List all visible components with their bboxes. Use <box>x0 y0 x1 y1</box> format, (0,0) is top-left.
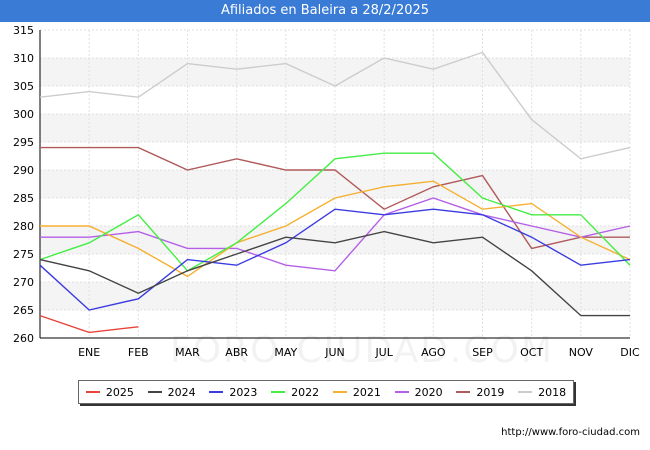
legend-label: 2022 <box>291 385 320 399</box>
y-tick-label: 285 <box>13 192 34 205</box>
y-tick-label: 265 <box>13 304 34 317</box>
series-line-2021 <box>40 180 631 278</box>
y-tick-label: 270 <box>13 276 34 289</box>
legend-swatch <box>518 391 533 393</box>
x-axis-ticks: ENE FEB MAR ABR MAY JUN JUL AGO SEP OCT NOV DIC <box>78 346 640 359</box>
chart-title: Afiliados en Baleira a 28/2/2025 <box>0 0 650 22</box>
y-tick-label: 315 <box>13 24 34 37</box>
legend-item-2023: 2023 <box>209 386 257 399</box>
legend-label: 2021 <box>352 385 381 399</box>
legend-item-2024: 2024 <box>147 385 196 399</box>
legend-item-2020: 2020 <box>394 385 443 399</box>
y-tick-label: 280 <box>13 220 34 233</box>
y-tick-label: 275 <box>13 248 34 261</box>
legend-label: 2024 <box>167 385 196 399</box>
x-tick-label: JUN <box>324 346 345 359</box>
grid-lines <box>39 29 631 339</box>
watermark: FORO-CIUDAD.COM <box>170 330 554 371</box>
y-tick-label: 310 <box>13 52 34 65</box>
x-tick-label: MAR <box>175 346 200 359</box>
legend-item-2025: 2025 <box>85 385 134 399</box>
series-line-2020 <box>40 197 631 272</box>
x-tick-label: AGO <box>421 346 446 359</box>
series-line-2024 <box>39 230 630 317</box>
x-tick-label: JUL <box>374 346 393 359</box>
legend-label: 2025 <box>105 385 134 399</box>
x-tick-label: ABR <box>225 346 248 359</box>
series-layer <box>39 51 631 334</box>
source-url: http://www.foro-ciudad.com <box>501 427 640 438</box>
y-tick-label: 260 <box>13 332 34 345</box>
x-tick-label: FEB <box>128 346 149 359</box>
legend-item-2019: 2019 <box>456 386 504 399</box>
legend: 2025 2024 2023 2022 2021 2020 2019 2018 <box>78 380 574 404</box>
x-tick-label: ENE <box>78 346 100 359</box>
y-tick-label: 305 <box>13 80 34 93</box>
legend-swatch <box>394 391 409 393</box>
legend-swatch <box>271 391 286 393</box>
legend-label: 2019 <box>476 385 505 399</box>
series-line-2019 <box>40 146 630 250</box>
series-line-2023 <box>39 208 631 311</box>
series-line-2022 <box>39 152 631 272</box>
legend-item-2022: 2022 <box>271 386 319 399</box>
legend-label: 2023 <box>229 385 258 399</box>
legend-swatch <box>147 391 162 393</box>
y-tick-label: 300 <box>13 108 34 121</box>
y-tick-label: 290 <box>13 164 34 177</box>
legend-label: 2020 <box>414 385 443 399</box>
series-line-2025 <box>39 314 139 334</box>
legend-swatch <box>85 391 100 393</box>
legend-item-2018: 2018 <box>518 386 566 399</box>
y-axis-ticks: 260 265 270 275 280 285 290 295 300 305 310 315 <box>13 24 34 345</box>
x-tick-label: NOV <box>569 346 594 359</box>
legend-label: 2018 <box>538 385 567 399</box>
x-tick-label: OCT <box>520 346 543 359</box>
legend-swatch <box>456 391 471 393</box>
series-line-2018 <box>39 51 631 160</box>
x-tick-label: MAY <box>274 346 297 359</box>
legend-item-2021: 2021 <box>332 385 381 399</box>
legend-swatch <box>332 391 347 393</box>
y-tick-label: 295 <box>13 136 34 149</box>
x-tick-label: SEP <box>472 346 493 359</box>
legend-swatch <box>209 391 224 393</box>
x-tick-label: DIC <box>620 346 640 359</box>
